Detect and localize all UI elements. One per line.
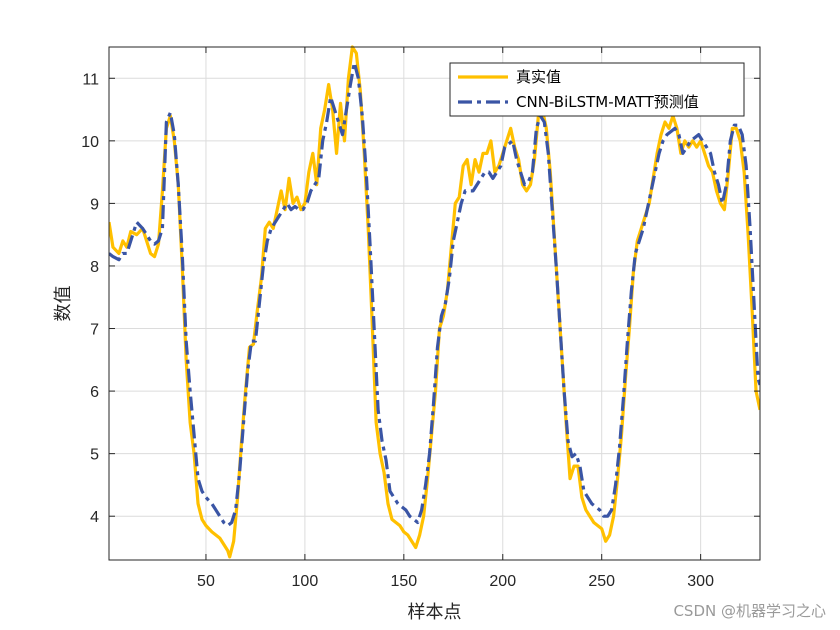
- x-tick-label: 50: [197, 573, 215, 590]
- x-tick-label: 300: [687, 573, 714, 590]
- x-tick-label: 250: [588, 573, 615, 590]
- y-tick-label: 8: [90, 259, 99, 276]
- legend-box: [449, 62, 745, 117]
- watermark-text: CSDN @机器学习之心: [673, 602, 826, 620]
- series-layer: [109, 45, 760, 559]
- series-line-predicted: [109, 61, 760, 528]
- y-axis-label: 数值: [53, 286, 74, 322]
- y-tick-label: 9: [90, 196, 99, 213]
- axis-ticks: [109, 47, 760, 560]
- legend-label-actual: 真实值: [516, 68, 561, 86]
- legend-label-predicted: CNN-BiLSTM-MATT预测值: [516, 93, 699, 111]
- plot-frame: [108, 46, 761, 561]
- y-tick-label: 5: [90, 447, 99, 464]
- x-tick-label: 100: [292, 573, 319, 590]
- plot-area: [108, 45, 761, 561]
- y-tick-label: 11: [82, 71, 99, 88]
- x-tick-label: 150: [390, 573, 417, 590]
- x-axis-label: 样本点: [408, 602, 462, 623]
- tick-labels: 50 100 150 200 250 300 4 5 6 7 8 9 10 11: [81, 71, 714, 590]
- y-tick-label: 10: [81, 134, 99, 151]
- y-tick-label: 7: [90, 322, 99, 339]
- legend: 真实值 CNN-BiLSTM-MATT预测值: [449, 62, 745, 117]
- x-tick-label: 200: [489, 573, 516, 590]
- y-tick-label: 6: [90, 384, 99, 401]
- y-tick-label: 4: [90, 509, 99, 526]
- grid-lines: [109, 47, 760, 560]
- plot-background: [109, 47, 760, 560]
